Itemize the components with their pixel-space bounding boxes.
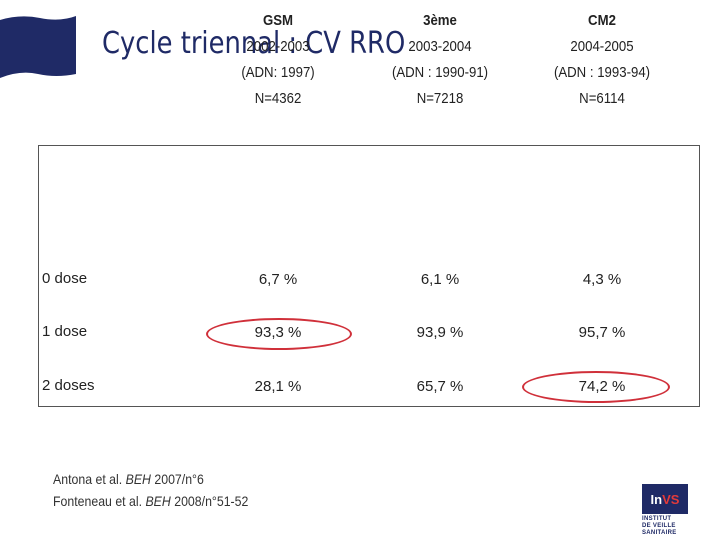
- cell-0-dose-cm2: 4,3 %: [582, 271, 622, 288]
- cell-0-dose-gsm: 6,7 %: [258, 271, 298, 288]
- column-adn: (ADN : 1990-91): [391, 64, 489, 81]
- row-label-0-dose: 0 dose: [42, 270, 88, 287]
- highlight-ellipse: [522, 371, 670, 403]
- cell-2-doses-3eme: 65,7 %: [416, 378, 464, 395]
- column-n: N=7218: [416, 90, 464, 107]
- reference-2: Fonteneau et al. BEH 2008/n°51-52: [53, 493, 249, 509]
- cell-1-dose-3eme: 93,9 %: [416, 324, 464, 341]
- invs-logo-mark: In VS: [642, 484, 688, 514]
- column-years: 2004-2005: [570, 38, 634, 55]
- column-header-gsm: GSM 2002-2003 (ADN: 1997) N=4362: [198, 8, 358, 112]
- invs-logo: In VS INSTITUT DE VEILLE SANITAIRE: [638, 482, 708, 536]
- column-group: GSM: [262, 12, 294, 29]
- column-header-cm2: CM2 2004-2005 (ADN : 1993-94) N=6114: [522, 8, 682, 112]
- column-adn: (ADN : 1993-94): [553, 64, 651, 81]
- column-group: CM2: [588, 12, 616, 29]
- row-label-1-dose: 1 dose: [42, 323, 88, 340]
- data-table: [38, 145, 700, 407]
- cell-2-doses-gsm: 28,1 %: [254, 378, 302, 395]
- cell-0-dose-3eme: 6,1 %: [420, 271, 460, 288]
- invs-logo-subtitle: INSTITUT DE VEILLE SANITAIRE: [642, 516, 677, 536]
- column-n: N=6114: [579, 90, 625, 107]
- cell-1-dose-cm2: 95,7 %: [578, 324, 626, 341]
- column-group: 3ème: [423, 12, 457, 29]
- column-years: 2002-2003: [246, 38, 310, 55]
- flag-logo-icon: [0, 16, 76, 78]
- column-n: N=4362: [254, 90, 302, 107]
- references: Antona et al. BEH 2007/n°6 Fonteneau et …: [53, 468, 248, 512]
- column-header-3eme: 3ème 2003-2004 (ADN : 1990-91) N=7218: [360, 8, 520, 112]
- slide-title: Cycle triennal : CV RRO: [102, 26, 406, 61]
- column-years: 2003-2004: [408, 38, 472, 55]
- row-label-2-doses: 2 doses: [42, 377, 95, 394]
- column-adn: (ADN: 1997): [241, 64, 315, 81]
- highlight-ellipse: [206, 318, 352, 350]
- reference-1: Antona et al. BEH 2007/n°6: [53, 471, 204, 487]
